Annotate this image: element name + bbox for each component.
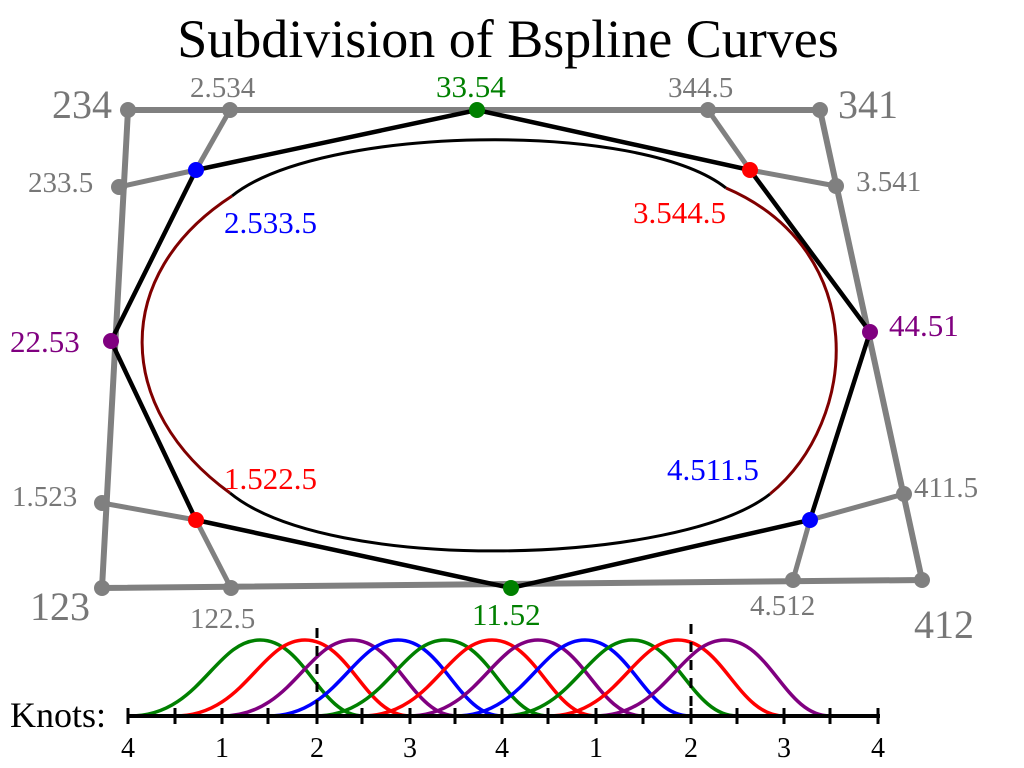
knot-tick-labels: 4 1 2 3 4 1 2 3 4 [121, 733, 885, 764]
point-bottom-mid [503, 580, 519, 596]
knot-tick-label: 4 [121, 733, 135, 764]
knot-tick-label: 4 [871, 733, 885, 764]
point-upper-right [742, 162, 758, 178]
label-2-534: 2.534 [190, 72, 256, 104]
label-corner-234: 234 [52, 82, 112, 127]
knot-tick-label: 4 [495, 733, 509, 764]
label-4-512: 4.512 [750, 590, 815, 622]
point-top-mid [469, 102, 485, 118]
point-lower-right [802, 512, 818, 528]
label-3-541: 3.541 [856, 166, 921, 198]
knot-dashed-markers [315, 624, 693, 716]
label-33-54: 33.54 [436, 69, 506, 104]
label-corner-341: 341 [838, 82, 898, 127]
diagram-title: Subdivision of Bspline Curves [177, 9, 839, 69]
point-lower-left [188, 512, 204, 528]
outer-control-polygon [98, 107, 926, 592]
knot-tick-label: 2 [310, 733, 324, 764]
gray-spokes [101, 108, 905, 590]
label-233-5: 233.5 [28, 167, 93, 199]
knot-tick-label: 1 [589, 733, 603, 764]
knots-label: Knots: [10, 695, 106, 735]
label-1-523: 1.523 [12, 481, 77, 513]
label-122-5: 122.5 [190, 603, 255, 635]
label-344-5: 344.5 [668, 72, 733, 104]
label-22-53: 22.53 [10, 324, 80, 359]
subdivided-polygon [108, 107, 873, 591]
label-411-5: 411.5 [914, 472, 978, 504]
knot-tick-label: 1 [215, 733, 229, 764]
point-left-mid [103, 333, 119, 349]
label-3-544-5: 3.544.5 [633, 195, 726, 230]
gray-points [94, 102, 930, 596]
point-right-mid [862, 324, 878, 340]
label-corner-412: 412 [914, 602, 974, 647]
inner-curve-black [229, 138, 771, 553]
label-2-533-5: 2.533.5 [224, 205, 317, 240]
inner-curve-darkred [140, 186, 838, 496]
label-11-52: 11.52 [472, 597, 541, 632]
label-44-51: 44.51 [889, 308, 959, 343]
knot-axis-ticks [126, 708, 880, 724]
label-corner-123: 123 [30, 584, 90, 629]
label-1-522-5: 1.522.5 [224, 461, 317, 496]
knot-tick-label: 3 [777, 733, 791, 764]
basis-functions [129, 638, 831, 718]
point-upper-left [188, 162, 204, 178]
knot-tick-label: 2 [684, 733, 698, 764]
label-4-511-5: 4.511.5 [667, 452, 759, 487]
knot-tick-label: 3 [403, 733, 417, 764]
